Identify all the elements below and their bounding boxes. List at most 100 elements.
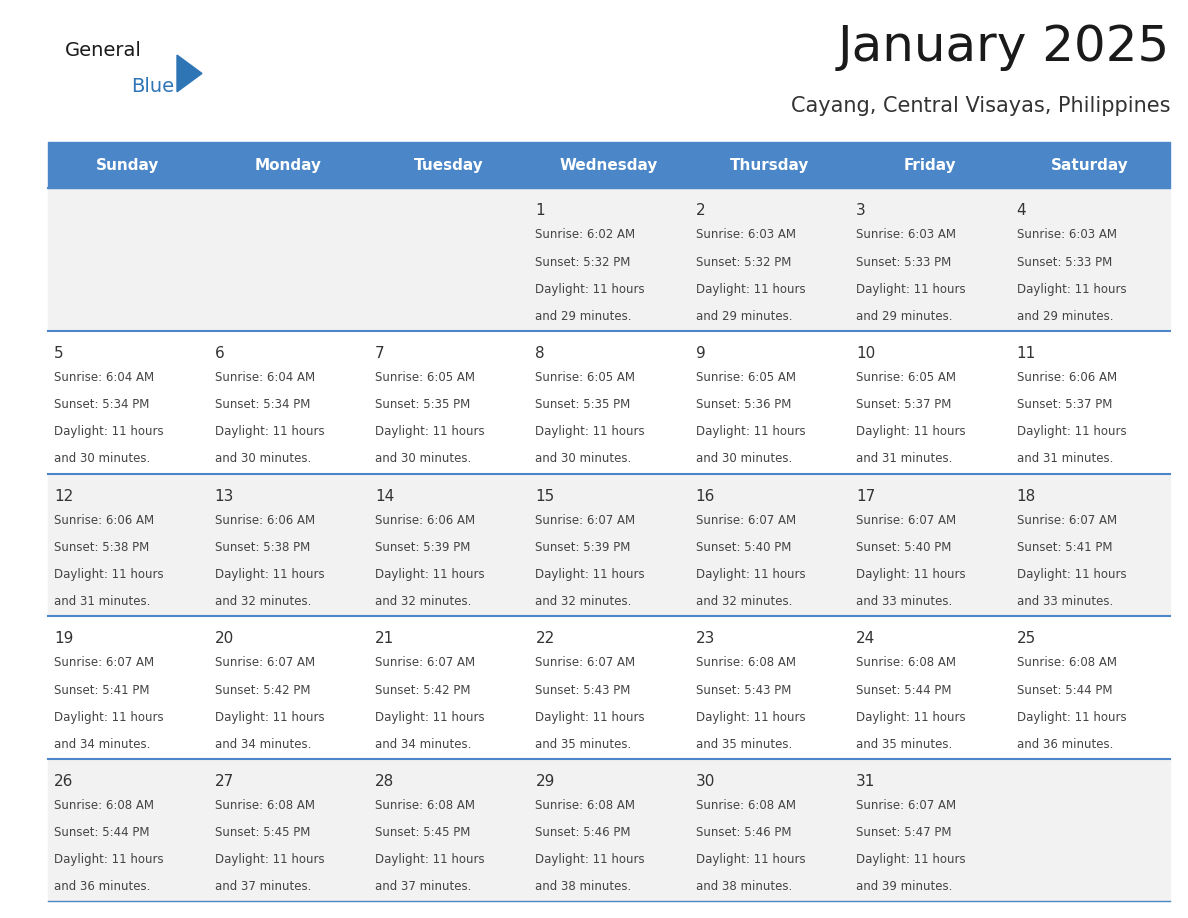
Text: Sunrise: 6:07 AM: Sunrise: 6:07 AM xyxy=(375,656,475,669)
Text: and 32 minutes.: and 32 minutes. xyxy=(215,595,311,608)
Text: Daylight: 11 hours: Daylight: 11 hours xyxy=(1017,283,1126,296)
Text: Daylight: 11 hours: Daylight: 11 hours xyxy=(696,425,805,438)
Text: Sunrise: 6:08 AM: Sunrise: 6:08 AM xyxy=(536,799,636,812)
Text: Daylight: 11 hours: Daylight: 11 hours xyxy=(215,711,324,723)
Text: Sunset: 5:41 PM: Sunset: 5:41 PM xyxy=(1017,541,1112,554)
Text: and 35 minutes.: and 35 minutes. xyxy=(857,738,953,751)
Bar xyxy=(48,330,1170,474)
Text: and 34 minutes.: and 34 minutes. xyxy=(215,738,311,751)
Text: Daylight: 11 hours: Daylight: 11 hours xyxy=(696,283,805,296)
Text: Daylight: 11 hours: Daylight: 11 hours xyxy=(696,568,805,581)
Text: Sunrise: 6:07 AM: Sunrise: 6:07 AM xyxy=(857,514,956,527)
Text: Sunset: 5:39 PM: Sunset: 5:39 PM xyxy=(536,541,631,554)
Text: Sunrise: 6:04 AM: Sunrise: 6:04 AM xyxy=(215,371,315,384)
Text: Blue: Blue xyxy=(131,77,173,96)
Text: Daylight: 11 hours: Daylight: 11 hours xyxy=(536,853,645,867)
Text: 30: 30 xyxy=(696,774,715,789)
Text: Sunset: 5:44 PM: Sunset: 5:44 PM xyxy=(857,684,952,697)
Text: Daylight: 11 hours: Daylight: 11 hours xyxy=(857,853,966,867)
Text: and 33 minutes.: and 33 minutes. xyxy=(857,595,953,608)
Text: Sunset: 5:43 PM: Sunset: 5:43 PM xyxy=(696,684,791,697)
Text: Sunrise: 6:03 AM: Sunrise: 6:03 AM xyxy=(857,229,956,241)
Text: Daylight: 11 hours: Daylight: 11 hours xyxy=(375,853,485,867)
Text: and 38 minutes.: and 38 minutes. xyxy=(536,880,632,893)
Text: Thursday: Thursday xyxy=(729,158,809,173)
Text: Daylight: 11 hours: Daylight: 11 hours xyxy=(55,853,164,867)
Bar xyxy=(48,474,1170,616)
Text: 20: 20 xyxy=(215,632,234,646)
Text: 16: 16 xyxy=(696,488,715,504)
Text: Daylight: 11 hours: Daylight: 11 hours xyxy=(857,568,966,581)
Text: Sunrise: 6:05 AM: Sunrise: 6:05 AM xyxy=(375,371,475,384)
Text: Sunrise: 6:08 AM: Sunrise: 6:08 AM xyxy=(696,656,796,669)
Text: Sunset: 5:43 PM: Sunset: 5:43 PM xyxy=(536,684,631,697)
Text: and 35 minutes.: and 35 minutes. xyxy=(696,738,792,751)
Bar xyxy=(48,759,1170,901)
Text: and 29 minutes.: and 29 minutes. xyxy=(536,309,632,323)
Text: Sunrise: 6:07 AM: Sunrise: 6:07 AM xyxy=(55,656,154,669)
Text: and 32 minutes.: and 32 minutes. xyxy=(696,595,792,608)
Text: 11: 11 xyxy=(1017,346,1036,361)
Text: 2: 2 xyxy=(696,204,706,218)
Text: and 31 minutes.: and 31 minutes. xyxy=(55,595,151,608)
Text: 9: 9 xyxy=(696,346,706,361)
Text: and 30 minutes.: and 30 minutes. xyxy=(215,453,311,465)
Text: 22: 22 xyxy=(536,632,555,646)
Text: Daylight: 11 hours: Daylight: 11 hours xyxy=(536,568,645,581)
Text: 1: 1 xyxy=(536,204,545,218)
Text: Daylight: 11 hours: Daylight: 11 hours xyxy=(857,711,966,723)
Text: Sunset: 5:42 PM: Sunset: 5:42 PM xyxy=(215,684,310,697)
Text: Sunrise: 6:05 AM: Sunrise: 6:05 AM xyxy=(857,371,956,384)
Text: 21: 21 xyxy=(375,632,394,646)
Text: Sunrise: 6:08 AM: Sunrise: 6:08 AM xyxy=(215,799,315,812)
Text: Sunset: 5:36 PM: Sunset: 5:36 PM xyxy=(696,398,791,411)
Text: and 33 minutes.: and 33 minutes. xyxy=(1017,595,1113,608)
Text: Daylight: 11 hours: Daylight: 11 hours xyxy=(696,711,805,723)
Text: Sunset: 5:46 PM: Sunset: 5:46 PM xyxy=(696,826,791,839)
Text: Sunset: 5:33 PM: Sunset: 5:33 PM xyxy=(857,255,952,269)
Text: Sunset: 5:40 PM: Sunset: 5:40 PM xyxy=(696,541,791,554)
Text: 18: 18 xyxy=(1017,488,1036,504)
Text: and 35 minutes.: and 35 minutes. xyxy=(536,738,632,751)
Text: Sunset: 5:35 PM: Sunset: 5:35 PM xyxy=(375,398,470,411)
Text: 19: 19 xyxy=(55,632,74,646)
Text: Sunset: 5:32 PM: Sunset: 5:32 PM xyxy=(696,255,791,269)
Text: and 29 minutes.: and 29 minutes. xyxy=(857,309,953,323)
Text: and 31 minutes.: and 31 minutes. xyxy=(1017,453,1113,465)
Text: Daylight: 11 hours: Daylight: 11 hours xyxy=(536,711,645,723)
Text: Saturday: Saturday xyxy=(1051,158,1129,173)
Text: and 36 minutes.: and 36 minutes. xyxy=(1017,738,1113,751)
Text: Sunset: 5:39 PM: Sunset: 5:39 PM xyxy=(375,541,470,554)
Text: 25: 25 xyxy=(1017,632,1036,646)
Text: and 37 minutes.: and 37 minutes. xyxy=(375,880,472,893)
Text: Sunset: 5:46 PM: Sunset: 5:46 PM xyxy=(536,826,631,839)
Text: Sunset: 5:40 PM: Sunset: 5:40 PM xyxy=(857,541,952,554)
Text: 23: 23 xyxy=(696,632,715,646)
Text: Tuesday: Tuesday xyxy=(413,158,484,173)
Text: Monday: Monday xyxy=(254,158,322,173)
Text: Sunrise: 6:07 AM: Sunrise: 6:07 AM xyxy=(536,514,636,527)
Text: 26: 26 xyxy=(55,774,74,789)
Text: Sunrise: 6:07 AM: Sunrise: 6:07 AM xyxy=(215,656,315,669)
Text: Sunrise: 6:02 AM: Sunrise: 6:02 AM xyxy=(536,229,636,241)
Text: Sunset: 5:35 PM: Sunset: 5:35 PM xyxy=(536,398,631,411)
Text: and 29 minutes.: and 29 minutes. xyxy=(1017,309,1113,323)
Text: Sunset: 5:34 PM: Sunset: 5:34 PM xyxy=(55,398,150,411)
Text: Sunrise: 6:08 AM: Sunrise: 6:08 AM xyxy=(55,799,154,812)
Text: Sunset: 5:38 PM: Sunset: 5:38 PM xyxy=(215,541,310,554)
Text: Sunset: 5:45 PM: Sunset: 5:45 PM xyxy=(375,826,470,839)
Text: Daylight: 11 hours: Daylight: 11 hours xyxy=(857,283,966,296)
Text: Daylight: 11 hours: Daylight: 11 hours xyxy=(55,568,164,581)
Text: Sunrise: 6:03 AM: Sunrise: 6:03 AM xyxy=(696,229,796,241)
Text: Daylight: 11 hours: Daylight: 11 hours xyxy=(1017,568,1126,581)
Text: 13: 13 xyxy=(215,488,234,504)
Text: 29: 29 xyxy=(536,774,555,789)
Text: Sunrise: 6:08 AM: Sunrise: 6:08 AM xyxy=(857,656,956,669)
Text: January 2025: January 2025 xyxy=(838,23,1170,71)
Text: Daylight: 11 hours: Daylight: 11 hours xyxy=(55,425,164,438)
Text: Sunset: 5:34 PM: Sunset: 5:34 PM xyxy=(215,398,310,411)
Text: 31: 31 xyxy=(857,774,876,789)
Text: Sunday: Sunday xyxy=(96,158,159,173)
Text: Sunrise: 6:06 AM: Sunrise: 6:06 AM xyxy=(55,514,154,527)
Text: and 38 minutes.: and 38 minutes. xyxy=(696,880,792,893)
